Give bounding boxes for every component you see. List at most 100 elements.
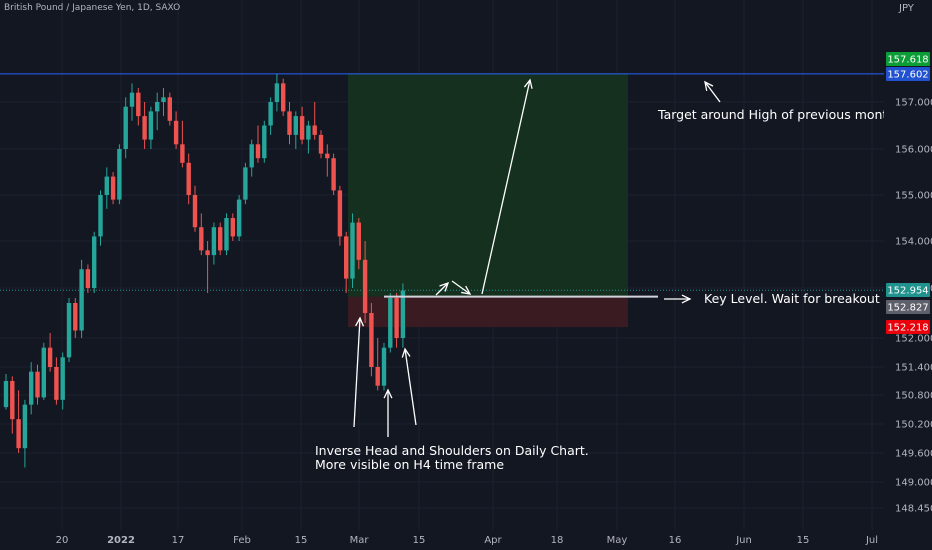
candle[interactable] xyxy=(325,144,330,177)
candle[interactable] xyxy=(249,139,254,177)
candle[interactable] xyxy=(73,298,78,338)
time-axis-tick: 15 xyxy=(797,535,810,546)
pattern-note-line2[interactable]: More visible on H4 time frame xyxy=(315,457,504,472)
target-projection-arrow[interactable] xyxy=(481,78,533,295)
candle[interactable] xyxy=(255,125,261,163)
candle[interactable] xyxy=(85,264,91,294)
candle[interactable] xyxy=(29,362,34,415)
candle[interactable] xyxy=(104,167,109,209)
candle[interactable] xyxy=(293,111,298,149)
key-level-note-arrow[interactable] xyxy=(664,294,692,304)
candle[interactable] xyxy=(243,162,248,205)
candle[interactable] xyxy=(299,106,305,145)
candle[interactable] xyxy=(262,120,267,163)
right-shoulder-arrow[interactable] xyxy=(401,347,417,426)
symbol-title[interactable]: British Pound / Japanese Yen, 1D, SAXO xyxy=(4,3,181,13)
candle[interactable] xyxy=(192,185,198,232)
candle-body xyxy=(211,227,217,256)
candle[interactable] xyxy=(92,231,97,293)
candle[interactable] xyxy=(180,120,185,168)
candle[interactable] xyxy=(66,298,72,363)
candle[interactable] xyxy=(47,333,53,372)
key-level-note[interactable]: Key Level. Wait for breakout and r xyxy=(704,291,917,306)
candle[interactable] xyxy=(211,222,217,265)
candle[interactable] xyxy=(312,102,317,140)
candle[interactable] xyxy=(22,399,28,468)
time-axis-tick: Mar xyxy=(350,535,370,546)
candle[interactable] xyxy=(381,342,387,391)
candle[interactable] xyxy=(167,92,172,126)
candle[interactable] xyxy=(318,130,324,159)
candle-body xyxy=(173,120,179,145)
candle-body xyxy=(66,303,72,358)
time-axis[interactable]: 20 2022 17 Feb 15 Mar 15 Apr 18 May 16 Jun 15 Jul xyxy=(0,530,932,550)
candle[interactable] xyxy=(110,172,116,205)
price-axis-tick: 149.600 xyxy=(895,449,932,460)
candle-body xyxy=(236,199,242,237)
candle[interactable] xyxy=(205,241,210,293)
left-shoulder-arrow[interactable] xyxy=(353,316,365,428)
candle[interactable] xyxy=(79,259,84,338)
candle-body xyxy=(104,176,109,195)
candle[interactable] xyxy=(161,88,166,117)
candle[interactable] xyxy=(306,120,311,154)
candle[interactable] xyxy=(350,213,355,288)
candle[interactable] xyxy=(10,376,15,434)
zigzag-arrow-up[interactable] xyxy=(435,281,450,296)
candle[interactable] xyxy=(16,390,21,453)
candle[interactable] xyxy=(98,190,103,246)
candle[interactable] xyxy=(155,92,160,131)
candle-body xyxy=(186,162,191,195)
candle[interactable] xyxy=(117,144,122,205)
price-axis[interactable]: 148.450 149.000 149.600 150.200 150.800 151.4… xyxy=(884,0,932,530)
candle-body xyxy=(192,195,198,228)
candle-body xyxy=(123,106,128,149)
candle[interactable] xyxy=(400,283,406,348)
candle-body xyxy=(400,290,406,338)
pattern-note-line1[interactable]: Inverse Head and Shoulders on Daily Char… xyxy=(315,443,589,458)
candle[interactable] xyxy=(129,83,135,121)
candle[interactable] xyxy=(136,88,141,126)
candle[interactable] xyxy=(123,97,128,159)
candle[interactable] xyxy=(394,293,399,348)
price-badge-stop: 152.218 xyxy=(886,320,930,334)
candle[interactable] xyxy=(375,338,380,391)
candle[interactable] xyxy=(60,352,65,410)
candle[interactable] xyxy=(199,213,204,256)
candle[interactable] xyxy=(274,74,280,112)
candle[interactable] xyxy=(224,213,229,256)
candle[interactable] xyxy=(331,153,336,195)
candle[interactable] xyxy=(362,241,368,323)
target-zone[interactable] xyxy=(348,73,628,297)
candle[interactable] xyxy=(268,97,273,135)
candle-body xyxy=(350,222,355,279)
candle[interactable] xyxy=(337,185,343,246)
candle-body xyxy=(268,102,273,126)
candle-body xyxy=(249,144,254,168)
candle[interactable] xyxy=(3,374,9,410)
candle[interactable] xyxy=(142,102,147,149)
candle[interactable] xyxy=(230,213,235,241)
candle-body xyxy=(110,176,116,200)
target-note[interactable]: Target around High of previous month. xyxy=(657,107,899,122)
candle[interactable] xyxy=(388,293,393,353)
candle[interactable] xyxy=(287,102,292,145)
candle[interactable] xyxy=(344,231,349,293)
time-axis-tick: 17 xyxy=(172,535,185,546)
zigzag-arrow-down[interactable] xyxy=(451,280,472,295)
target-note-arrow[interactable] xyxy=(704,80,721,103)
head-arrow[interactable] xyxy=(383,388,393,437)
candle[interactable] xyxy=(281,78,286,117)
candle[interactable] xyxy=(148,106,154,149)
candle[interactable] xyxy=(218,222,223,256)
candle[interactable] xyxy=(369,303,374,377)
candle[interactable] xyxy=(356,218,361,270)
candle[interactable] xyxy=(173,111,179,149)
candle[interactable] xyxy=(35,364,40,405)
candle[interactable] xyxy=(54,357,59,405)
candle[interactable] xyxy=(236,195,242,241)
candle-body xyxy=(41,347,46,398)
candle[interactable] xyxy=(186,153,191,205)
candle[interactable] xyxy=(41,342,46,400)
